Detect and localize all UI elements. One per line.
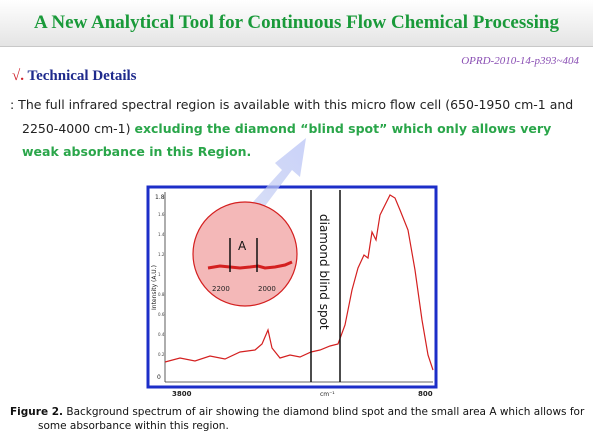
- svg-text:0.2: 0.2: [158, 352, 165, 357]
- title-bar: [0, 0, 593, 47]
- zoom-circle: [192, 201, 298, 307]
- body-text: : The full infrared spectral region is a…: [10, 93, 582, 164]
- svg-text:1.4: 1.4: [158, 232, 165, 237]
- zoom-tick-left: 2200: [212, 285, 230, 293]
- svg-text:0.6: 0.6: [158, 312, 165, 317]
- section-heading: √. Technical Details: [12, 68, 137, 85]
- zoom-region-label: A: [238, 239, 247, 253]
- spectrum-line: [164, 194, 434, 371]
- y-axis-title: Intensity (A.U.): [151, 265, 158, 310]
- blind-spot-label: diamond blind spot: [317, 214, 331, 330]
- svg-text:1.2: 1.2: [158, 252, 165, 257]
- body-highlight: excluding the diamond “blind spot” which…: [22, 120, 552, 160]
- zoom-spectrum: [207, 260, 293, 270]
- y-top-label: 1.8: [155, 194, 165, 201]
- x-axis-title: cm⁻¹: [320, 391, 335, 398]
- svg-text:1.6: 1.6: [158, 212, 165, 217]
- svg-text:0.4: 0.4: [158, 332, 165, 337]
- reference: OPRD-2010-14-p393~404: [461, 55, 579, 67]
- caption-label: Figure 2.: [10, 406, 64, 418]
- arrow: [243, 138, 306, 222]
- body-plain: : The full infrared spectral region is a…: [10, 97, 574, 136]
- x-right-label: 800: [418, 390, 433, 398]
- y-bottom-label: 0: [157, 374, 161, 381]
- figure-frame: [146, 185, 438, 389]
- check-mark: √.: [12, 68, 24, 84]
- svg-text:0.8: 0.8: [158, 292, 165, 297]
- svg-text:1: 1: [158, 272, 161, 277]
- slide-title: A New Analytical Tool for Continuous Flo…: [34, 12, 559, 33]
- figure-caption: Figure 2. Background spectrum of air sho…: [10, 405, 593, 433]
- zoom-tick-right: 2000: [258, 285, 276, 293]
- x-left-label: 3800: [172, 390, 192, 398]
- caption-text: Background spectrum of air showing the d…: [38, 406, 585, 432]
- heading-text: Technical Details: [27, 68, 137, 84]
- minor-ticks: 1.6 1.4 1.2 1 0.8 0.6 0.4 0.2: [158, 212, 165, 357]
